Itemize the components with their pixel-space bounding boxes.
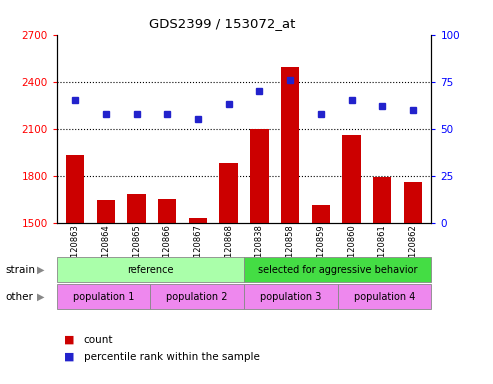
Bar (250, 129, 269, 223)
Bar (342, 135, 361, 223)
Text: strain: strain (5, 265, 35, 275)
Text: percentile rank within the sample: percentile rank within the sample (84, 352, 260, 362)
Bar (189, 218, 207, 223)
Bar (158, 199, 176, 223)
Text: count: count (84, 335, 113, 345)
Text: population 4: population 4 (354, 291, 415, 302)
Bar (66, 155, 84, 223)
Text: ▶: ▶ (37, 265, 45, 275)
Bar (97, 200, 115, 223)
Text: other: other (5, 291, 33, 302)
Text: ■: ■ (64, 335, 74, 345)
Bar (373, 177, 391, 223)
Bar (312, 205, 330, 223)
Text: ▶: ▶ (37, 291, 45, 302)
Bar (127, 194, 146, 223)
Text: ■: ■ (64, 352, 74, 362)
Bar (219, 163, 238, 223)
Text: population 3: population 3 (260, 291, 321, 302)
Text: GDS2399 / 153072_at: GDS2399 / 153072_at (149, 17, 295, 30)
Text: selected for aggressive behavior: selected for aggressive behavior (258, 265, 418, 275)
Text: population 2: population 2 (167, 291, 228, 302)
Bar (281, 68, 299, 223)
Text: population 1: population 1 (73, 291, 134, 302)
Text: reference: reference (127, 265, 174, 275)
Bar (404, 182, 422, 223)
